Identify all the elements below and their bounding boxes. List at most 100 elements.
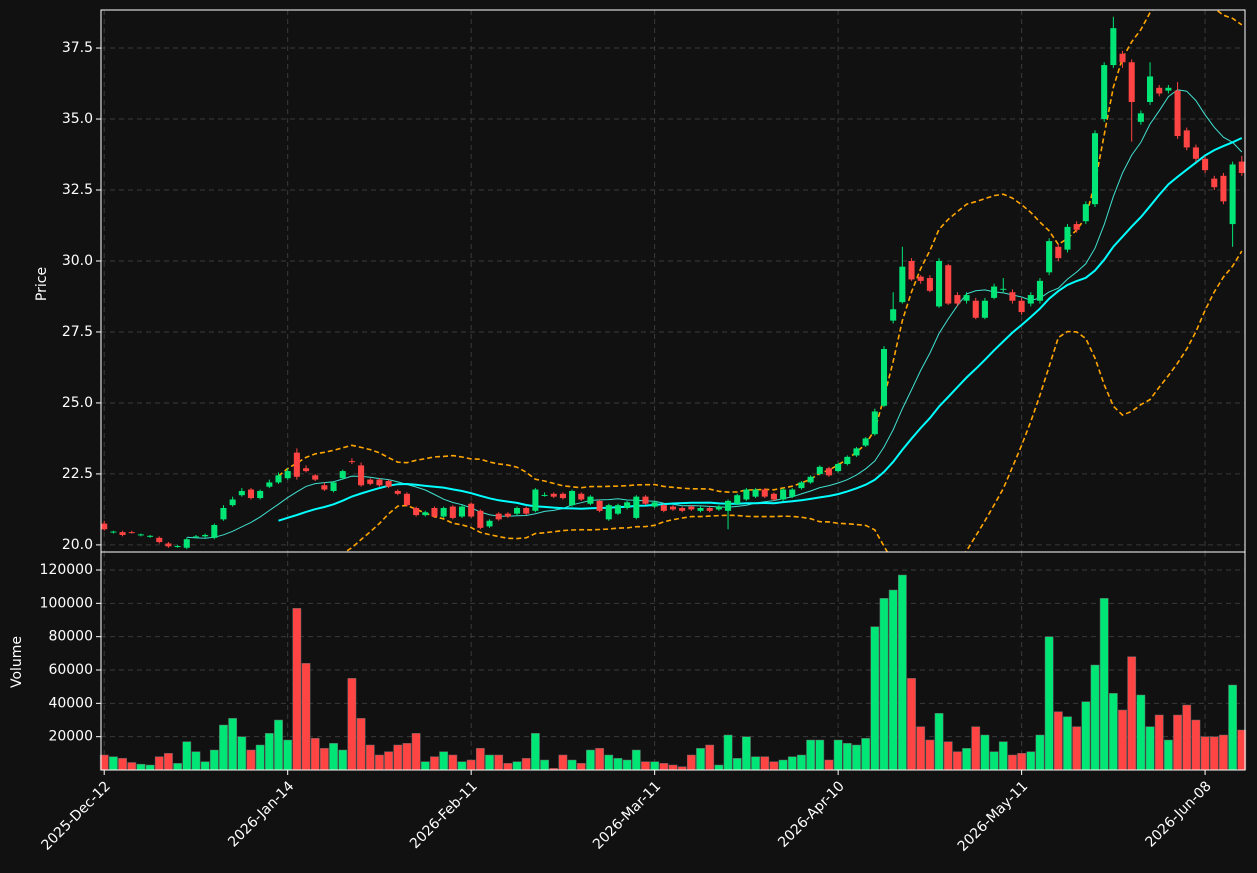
candle-body [1055, 246, 1062, 259]
volume-bar [109, 756, 118, 771]
candle-body [835, 463, 842, 472]
y-tick-label: 27.5 [62, 324, 93, 340]
candle-body [725, 500, 732, 511]
volume-bar [1035, 734, 1045, 771]
candle-body [504, 513, 511, 517]
volume-bar [365, 744, 375, 771]
candle-body [211, 525, 218, 538]
volume-bar [696, 748, 705, 771]
candle-body [422, 512, 429, 516]
candle-body [880, 348, 888, 406]
candle-body [1101, 65, 1108, 120]
volume-bar [283, 739, 293, 771]
y-tick-label: 100000 [40, 595, 93, 611]
volume-bar [742, 736, 751, 771]
volume-bar [714, 764, 724, 771]
candle-body [550, 493, 557, 497]
candle-body [926, 278, 933, 291]
volume-bar [842, 743, 852, 771]
volume-bar [650, 761, 660, 771]
candle-body [1064, 226, 1071, 250]
volume-bar [292, 608, 302, 771]
candle-body [156, 537, 163, 543]
volume-bar [953, 751, 962, 771]
volume-bar [962, 748, 971, 771]
candle-body [257, 490, 264, 499]
volume-bar [1044, 636, 1054, 771]
volume-bar [732, 758, 742, 771]
candle-body [1110, 28, 1117, 66]
volume-bar [1173, 714, 1182, 771]
candle-body [303, 468, 310, 472]
candle-body [247, 489, 255, 499]
volume-bar [1017, 753, 1026, 771]
volume-bar [173, 763, 182, 771]
candle-body [110, 531, 117, 533]
candle-body [899, 266, 906, 303]
volume-bar [485, 754, 494, 771]
y-tick-label: 60000 [48, 662, 93, 678]
volume-bar [916, 726, 926, 771]
candle-body [1119, 53, 1126, 63]
candle-body [972, 300, 979, 318]
volume-bar [402, 743, 412, 771]
candle-body [991, 286, 998, 298]
candle-body [367, 479, 374, 484]
volume-bar [255, 744, 265, 771]
candle-body [559, 493, 566, 499]
candle-body [1183, 130, 1190, 148]
volume-bar [320, 748, 329, 771]
volume-bar [457, 761, 467, 771]
volume-bar [1191, 719, 1201, 771]
candle-body [798, 482, 805, 489]
candle-body [394, 490, 401, 494]
volume-bar [347, 678, 357, 771]
volume-bar [1081, 701, 1091, 771]
candle-body [853, 448, 860, 456]
candle-body [578, 493, 585, 500]
volume-bar [1099, 598, 1109, 771]
candle-body [403, 493, 410, 506]
candle-body [890, 309, 897, 321]
volume-bar [127, 762, 137, 771]
volume-bar [1072, 726, 1082, 771]
volume-bar [604, 754, 614, 771]
candle-body [936, 260, 943, 307]
volume-bar [769, 761, 779, 771]
candle-body [312, 475, 319, 480]
volume-bar [778, 759, 788, 771]
volume-bar [934, 713, 944, 771]
volume-bar [998, 741, 1008, 771]
volume-bar [411, 733, 421, 771]
volume-bar [420, 761, 430, 771]
volume-bar [980, 734, 990, 771]
candle-body [183, 539, 190, 548]
volume-bar [1182, 704, 1192, 771]
candle-body [413, 507, 420, 516]
volume-bar [1136, 694, 1146, 771]
candle-body [477, 510, 484, 528]
volume-bar [1026, 751, 1036, 771]
candle-body [1202, 158, 1209, 171]
volume-bar [622, 759, 632, 771]
volume-bar [1154, 714, 1164, 771]
volume-bar [586, 749, 595, 771]
candle-body [128, 532, 135, 534]
candle-body [697, 507, 704, 511]
volume-bar [1127, 656, 1137, 771]
volume-bar [943, 741, 953, 771]
candle-body [541, 494, 548, 496]
y-tick-label: 120000 [40, 562, 93, 578]
candle-body [101, 523, 108, 530]
volume-bar [833, 739, 843, 771]
volume-bar [246, 749, 256, 771]
candle-body [1027, 295, 1034, 304]
candle-body [523, 507, 530, 514]
candle-body [532, 489, 539, 511]
candle-body [1229, 164, 1236, 225]
volume-bar [668, 764, 678, 771]
candle-body [614, 505, 621, 514]
candle-body [844, 456, 851, 464]
candle-body [348, 461, 355, 463]
